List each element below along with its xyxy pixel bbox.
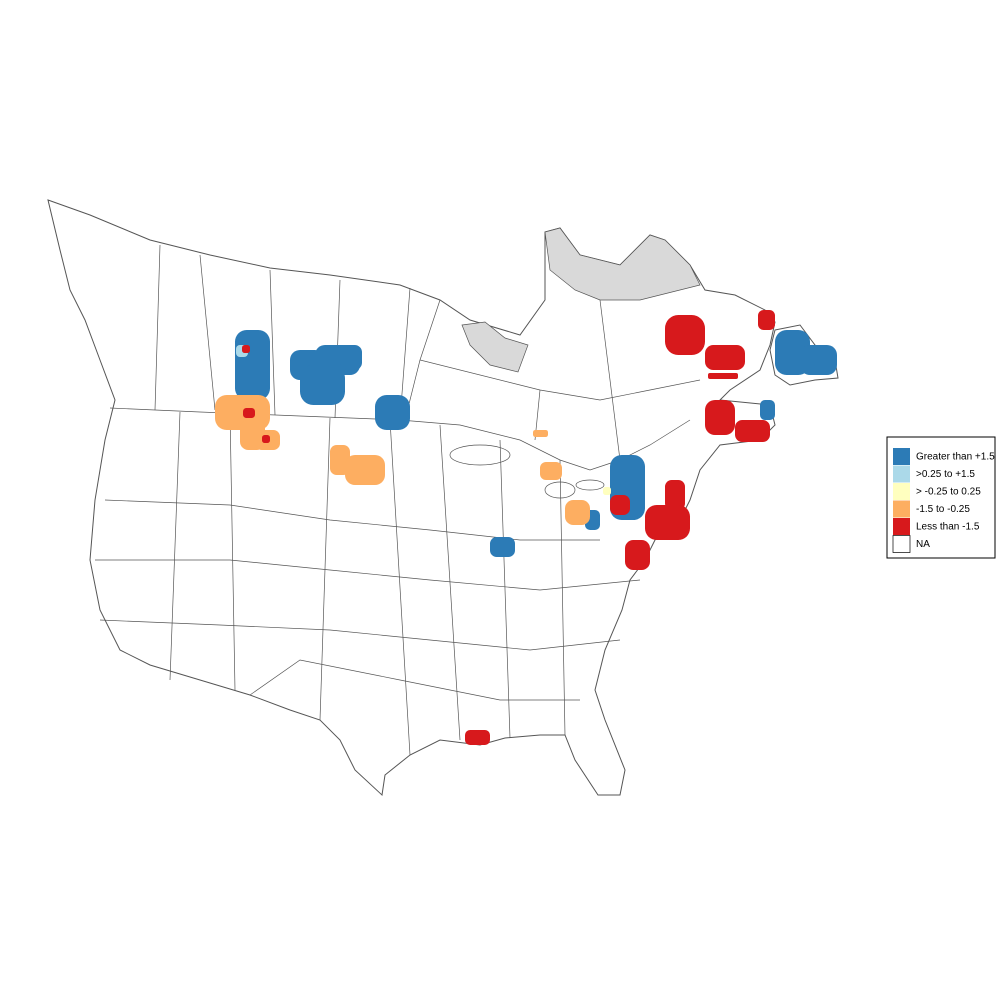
- cell-patch: [610, 495, 630, 515]
- cell-patch: [235, 330, 270, 400]
- cell-patch: [705, 400, 735, 435]
- legend-swatch: [893, 465, 910, 483]
- legend-label: > -0.25 to 0.25: [916, 487, 981, 498]
- cell-patch: [665, 315, 705, 355]
- cell-patch: [540, 462, 562, 480]
- lake: [449, 444, 511, 466]
- cell-patch: [565, 500, 590, 525]
- cell-patch: [708, 373, 738, 379]
- cell-patch: [603, 487, 611, 495]
- legend-swatch: [893, 448, 910, 465]
- legend-swatch: [893, 518, 910, 535]
- cell-patch: [490, 537, 515, 557]
- legend-label: NA: [916, 539, 930, 550]
- legend: Greater than +1.5 >0.25 to +1.5 > -0.25 to…: [886, 436, 996, 559]
- cell-patch: [645, 505, 690, 540]
- cell-patch: [375, 395, 410, 430]
- cell-patch: [262, 435, 270, 443]
- cell-patch: [340, 345, 362, 370]
- border: [169, 411, 566, 756]
- cell-patch: [735, 420, 770, 442]
- cell-patch: [243, 408, 255, 418]
- legend-label: >0.25 to +1.5: [916, 469, 975, 480]
- na-region: [461, 321, 529, 373]
- na-region: [544, 227, 701, 301]
- cell-patch: [533, 430, 548, 437]
- cell-patch: [242, 345, 250, 353]
- legend-swatch: [893, 483, 910, 500]
- cell-patch: [800, 345, 837, 375]
- cell-patch: [758, 310, 775, 330]
- cell-patch: [760, 400, 775, 420]
- legend-swatch: [893, 500, 910, 518]
- legend-label: Less than -1.5: [916, 522, 980, 533]
- cell-patch: [625, 540, 650, 570]
- legend-swatch: [892, 535, 911, 553]
- lake: [544, 481, 576, 499]
- lake: [575, 479, 605, 491]
- cell-patch: [705, 345, 745, 370]
- cell-patch: [665, 480, 685, 510]
- border: [95, 499, 641, 701]
- legend-label: -1.5 to -0.25: [916, 504, 970, 515]
- survey-cells: [215, 310, 837, 745]
- cell-patch: [465, 730, 490, 745]
- cell-patch: [345, 455, 385, 485]
- basemap: [47, 199, 839, 797]
- legend-label: Greater than +1.5: [916, 452, 995, 463]
